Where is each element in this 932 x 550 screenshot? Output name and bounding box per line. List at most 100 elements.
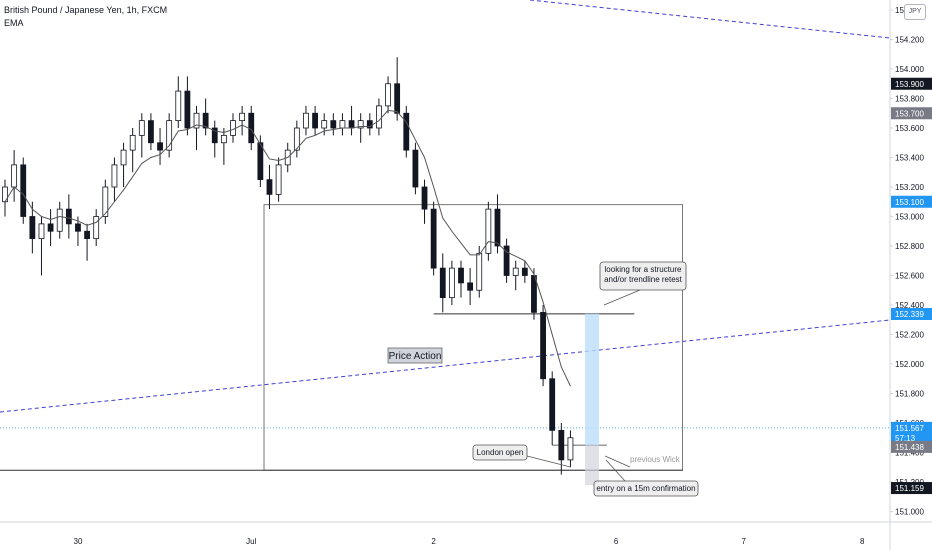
price-badge-text: 153.700 — [895, 109, 924, 118]
price-badge: 151.159 — [891, 482, 932, 495]
wick-note-pointer — [604, 455, 631, 468]
london-note-bg — [472, 444, 528, 461]
candle-body — [175, 90, 182, 122]
price-scale: 154.400154.200154.000153.800153.600153.4… — [890, 6, 932, 517]
price-label: 154.000 — [895, 65, 924, 74]
currency-badge[interactable]: JPY — [904, 4, 926, 20]
price-badge: 152.339 — [891, 307, 932, 320]
price-badge: 151.567 — [891, 421, 932, 434]
candle-body — [412, 149, 419, 188]
candle-body — [211, 127, 218, 144]
candle-body — [403, 112, 410, 151]
candle-body — [102, 186, 109, 217]
entry-note: entry on a 15m confirmation — [593, 480, 699, 497]
price-label: 152.600 — [895, 272, 924, 281]
candle-body — [558, 429, 565, 461]
candle-body — [65, 208, 72, 225]
price-badge-text: 153.100 — [895, 198, 924, 207]
price-label: 152.400 — [895, 301, 924, 310]
price-label: 153.800 — [895, 95, 924, 104]
price-label: 151.800 — [895, 390, 924, 399]
price-label: 153.600 — [895, 124, 924, 133]
risk-zone — [585, 445, 600, 486]
london-note: London open — [472, 444, 528, 461]
price-action-box — [263, 204, 684, 471]
price-badge: 151.438 — [891, 440, 932, 453]
candle-body — [394, 83, 401, 114]
price-badge-bg — [891, 482, 932, 495]
candle-body — [75, 223, 81, 232]
candle-body — [448, 267, 455, 299]
candle-body — [439, 267, 446, 299]
candle-body — [293, 127, 300, 151]
indicator-label: EMA — [4, 18, 24, 28]
price-badge-text: 151.567 — [895, 424, 924, 433]
rising-trendline — [0, 319, 891, 413]
price-label: 151.000 — [895, 508, 924, 517]
candle-body — [257, 142, 264, 181]
candle-body — [348, 120, 355, 129]
entry-note-bg — [593, 480, 699, 497]
candle-body — [531, 275, 537, 313]
candle-body — [275, 164, 282, 195]
candle-body — [230, 120, 236, 136]
candle-body — [421, 186, 428, 210]
candle-body — [120, 149, 127, 166]
candle-body — [476, 252, 483, 291]
candle-body — [56, 208, 63, 232]
falling-trendline — [529, 0, 891, 39]
price-badge-text: 151.159 — [895, 484, 924, 493]
price-badge: 153.100 — [891, 195, 932, 208]
price-label: 153.400 — [895, 154, 924, 163]
candle-body — [166, 120, 173, 151]
price-badge-bg — [891, 440, 932, 453]
time-label: 6 — [614, 537, 619, 546]
candle-body — [47, 223, 54, 232]
price-badge-text: 151.438 — [895, 443, 924, 452]
candle-body — [503, 245, 510, 276]
candle-body — [138, 120, 145, 136]
target-zone — [585, 313, 600, 446]
candle-body — [485, 208, 492, 254]
price-badge-bg — [891, 307, 932, 320]
candle-body — [467, 282, 474, 291]
candle-body — [321, 120, 328, 129]
candle-body — [239, 112, 246, 122]
price-label: 152.800 — [895, 242, 924, 251]
candle-body — [93, 216, 100, 240]
time-label: 30 — [74, 537, 83, 546]
candle-body — [458, 267, 464, 284]
price-action-label-bg — [387, 347, 443, 364]
candle-body — [385, 83, 391, 107]
price-label: 154.200 — [895, 36, 924, 45]
time-scale: 30Jul26789121314 — [74, 537, 866, 546]
candle-body — [29, 216, 36, 240]
retest-note-bg — [599, 261, 687, 291]
ema-line — [4, 109, 571, 387]
symbol-title: British Pound / Japanese Yen, 1h, FXCM — [4, 5, 168, 15]
london-note-pointer — [526, 455, 571, 468]
price-badge-bg — [891, 107, 932, 120]
price-badge-text: 153.900 — [895, 80, 924, 89]
price-badge-text: 57:13 — [895, 434, 916, 443]
candle-body — [84, 230, 90, 240]
price-label: 152.000 — [895, 360, 924, 369]
price-label: 152.200 — [895, 331, 924, 340]
price-label: 151.400 — [895, 449, 924, 458]
candle-body — [540, 311, 546, 380]
candle-body — [220, 134, 227, 144]
price-badge: 153.900 — [891, 77, 932, 90]
candle-body — [330, 120, 337, 129]
price-badge: 153.700 — [891, 107, 932, 120]
candle-body — [567, 437, 574, 461]
chart-annotations: Price Action looking for a structureand/o… — [387, 261, 699, 497]
candle-body — [11, 164, 18, 188]
candle-body — [184, 90, 191, 129]
candle-body — [202, 112, 209, 129]
candle-body — [430, 208, 437, 269]
candle-body — [512, 267, 519, 276]
candle-body — [357, 120, 364, 129]
